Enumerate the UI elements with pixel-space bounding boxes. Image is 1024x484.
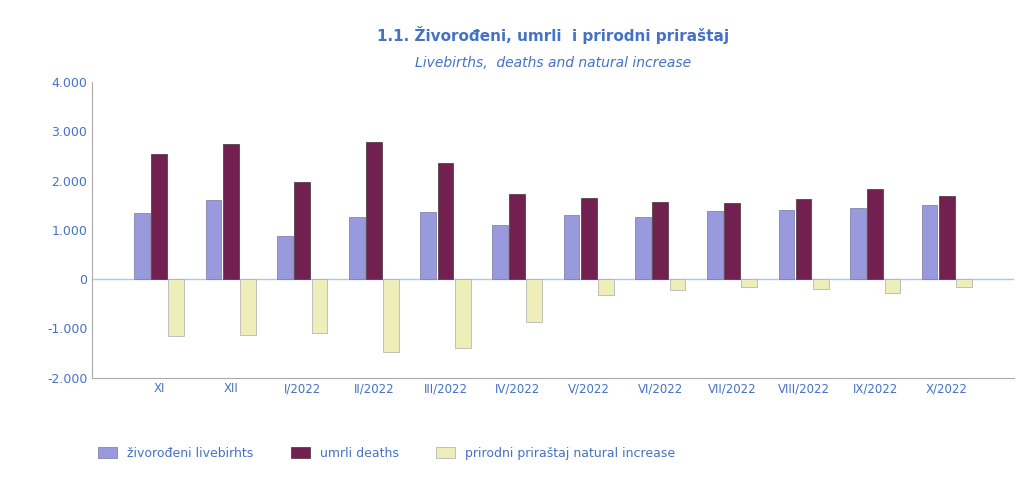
Bar [867, 189, 883, 279]
Bar [383, 279, 399, 352]
Bar [707, 211, 723, 279]
Text: Livebirths,  deaths and natural increase: Livebirths, deaths and natural increase [415, 57, 691, 71]
Bar [152, 153, 167, 279]
Bar [724, 203, 740, 279]
Bar [813, 279, 828, 289]
Bar [295, 182, 310, 279]
Bar [939, 196, 954, 279]
Bar [349, 217, 365, 279]
Bar [581, 198, 597, 279]
Bar [509, 195, 525, 279]
Bar [206, 200, 221, 279]
Bar [168, 279, 184, 336]
Bar [493, 225, 508, 279]
Bar [366, 142, 382, 279]
Bar [223, 144, 239, 279]
Bar [956, 279, 972, 287]
Bar [741, 279, 757, 287]
Bar [278, 236, 293, 279]
Bar [670, 279, 685, 290]
Bar [455, 279, 471, 348]
Bar [598, 279, 613, 295]
Bar [240, 279, 256, 335]
Legend: živorođeni livebirhts, umrli deaths, prirodni priraštaj natural increase: živorođeni livebirhts, umrli deaths, pri… [98, 447, 675, 460]
Text: 1.1. Živorođeni, umrli  i prirodni priraštaj: 1.1. Živorođeni, umrli i prirodni priraš… [377, 26, 729, 44]
Bar [421, 212, 436, 279]
Bar [778, 210, 795, 279]
Bar [796, 199, 811, 279]
Bar [311, 279, 328, 333]
Bar [922, 205, 938, 279]
Bar [885, 279, 900, 293]
Bar [850, 208, 866, 279]
Bar [563, 214, 580, 279]
Bar [635, 217, 651, 279]
Bar [437, 163, 454, 279]
Bar [652, 202, 669, 279]
Bar [526, 279, 543, 322]
Bar [134, 212, 150, 279]
